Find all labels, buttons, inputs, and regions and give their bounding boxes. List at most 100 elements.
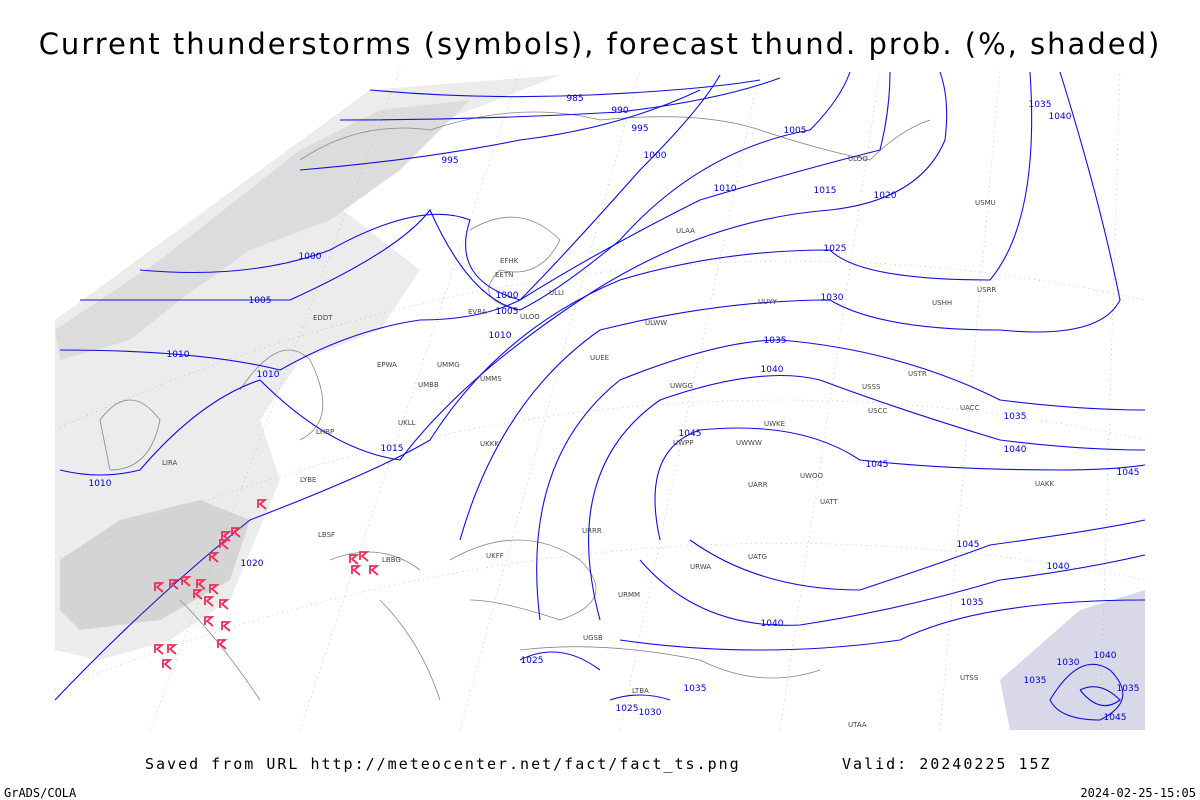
credit: GrADS/COLA xyxy=(4,786,77,800)
station-label: ULAA xyxy=(676,227,695,235)
station-label: USHH xyxy=(932,299,952,307)
thunderstorm-symbol xyxy=(167,644,178,655)
station-label: UUEE xyxy=(590,354,609,362)
station-label: ULOO xyxy=(520,313,540,321)
station-label: UWOO xyxy=(800,472,824,480)
thunderstorm-symbol xyxy=(349,554,360,565)
thunderstorm-symbol xyxy=(351,565,362,576)
thunderstorm-symbol xyxy=(204,596,215,607)
station-label: USMU xyxy=(975,199,996,207)
station-label: LHBP xyxy=(316,428,334,436)
station-label: UUYY xyxy=(758,298,778,306)
thunderstorm-symbol xyxy=(257,499,268,510)
thunderstorm-symbol xyxy=(181,576,192,587)
thunderstorm-symbol xyxy=(369,565,380,576)
station-label: UMMS xyxy=(480,375,502,383)
station-label: UTSS xyxy=(960,674,979,682)
isobar-label: 1000 xyxy=(496,291,519,301)
station-label: EPWA xyxy=(377,361,397,369)
thunderstorm-symbol xyxy=(359,551,370,562)
isobar-label: 1045 xyxy=(1117,468,1140,478)
isobar-label: 1045 xyxy=(957,540,980,550)
isobar-label: 1040 xyxy=(1047,562,1070,572)
isobar-label: 1010 xyxy=(257,370,280,380)
thunderstorm-symbol xyxy=(231,527,242,538)
thunderstorm-symbol xyxy=(217,639,228,650)
station-label: LYBE xyxy=(300,476,316,484)
station-label: UMMG xyxy=(437,361,460,369)
thunderstorm-symbol xyxy=(154,582,165,593)
station-label: LIRA xyxy=(162,459,178,467)
station-label: UWKE xyxy=(764,420,785,428)
station-label: EVRA xyxy=(468,308,487,316)
title: Current thunderstorms (symbols), forecas… xyxy=(39,27,1162,61)
isobar-label: 1035 xyxy=(1117,684,1140,694)
thunderstorm-symbol xyxy=(209,584,220,595)
station-label: EETN xyxy=(495,271,513,279)
thunderstorm-symbol xyxy=(162,659,173,670)
station-label: UARR xyxy=(748,481,768,489)
station-label: LBBG xyxy=(382,556,401,564)
station-label: USTR xyxy=(908,370,927,378)
isobar-label: 1030 xyxy=(1057,658,1080,668)
thunderstorm-symbol xyxy=(219,539,230,550)
thunderstorm-symbol xyxy=(219,599,230,610)
isobar-label: 990 xyxy=(611,106,628,116)
isobar-label: 1030 xyxy=(821,293,844,303)
isobar-label: 1005 xyxy=(249,296,272,306)
thunderstorm-symbol xyxy=(204,616,215,627)
isobar-label: 1040 xyxy=(1004,445,1027,455)
station-label: UKKK xyxy=(480,440,499,448)
station-label: EFHK xyxy=(500,257,519,265)
station-label: UWWW xyxy=(736,439,762,447)
isobar-label: 985 xyxy=(566,94,583,104)
isobar-label: 1035 xyxy=(684,684,707,694)
isobar-label: 1040 xyxy=(761,365,784,375)
station-label: ULWW xyxy=(645,319,667,327)
source-url: Saved from URL http://meteocenter.net/fa… xyxy=(145,755,741,773)
station-label: UAKK xyxy=(1035,480,1055,488)
isobar-label: 1025 xyxy=(521,656,544,666)
isobar-label: 1045 xyxy=(679,429,702,439)
thunderstorm-symbol xyxy=(193,589,204,600)
isobar-label: 1035 xyxy=(764,336,787,346)
valid-time: Valid: 20240225 15Z xyxy=(842,755,1052,773)
thunderstorm-symbol xyxy=(221,531,232,542)
isobar-label: 1045 xyxy=(866,460,889,470)
isobar-label: 1000 xyxy=(299,252,322,262)
station-label: UTAA xyxy=(848,721,867,729)
station-label: USSS xyxy=(862,383,881,391)
station-label: URWA xyxy=(690,563,711,571)
isobar-label: 1005 xyxy=(496,307,519,317)
station-label: UMBB xyxy=(418,381,439,389)
thunderstorm-symbol xyxy=(209,552,220,563)
station-label: UWGG xyxy=(670,382,693,390)
isobar-label: 1035 xyxy=(1024,676,1047,686)
isobar-label: 1010 xyxy=(89,479,112,489)
station-label: URMM xyxy=(618,591,640,599)
isobar-label: 1000 xyxy=(644,151,667,161)
isobar-label: 1045 xyxy=(1104,713,1127,723)
timestamp: 2024-02-25-15:05 xyxy=(1080,786,1196,800)
isobar-label: 1040 xyxy=(1049,112,1072,122)
station-label: UKLL xyxy=(398,419,416,427)
isobar-label: 1010 xyxy=(714,184,737,194)
station-label: LBSF xyxy=(318,531,335,539)
isobar-label: 1025 xyxy=(824,244,847,254)
isobar-label: 1020 xyxy=(874,191,897,201)
isobar-label: 1040 xyxy=(761,619,784,629)
isobar-label: 1035 xyxy=(961,598,984,608)
isobar-label: 1020 xyxy=(241,559,264,569)
isobar-label: 995 xyxy=(631,124,648,134)
station-label: UGSB xyxy=(583,634,603,642)
isobar-label: 995 xyxy=(441,156,458,166)
isobar-label: 1015 xyxy=(381,444,404,454)
isobar-label: 1015 xyxy=(814,186,837,196)
station-label: LTBA xyxy=(632,687,649,695)
thunderstorm-symbol xyxy=(196,579,207,590)
station-label: USRR xyxy=(977,286,996,294)
thunderstorm-symbol xyxy=(154,644,165,655)
isobar-label: 1025 xyxy=(616,704,639,714)
thunderstorm-symbol xyxy=(221,621,232,632)
